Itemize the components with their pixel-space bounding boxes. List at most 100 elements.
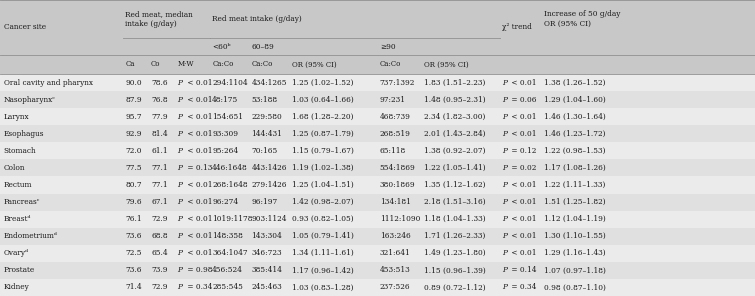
Text: 1.17 (1.08–1.26): 1.17 (1.08–1.26) [544,164,606,172]
Text: 79.6: 79.6 [125,198,142,206]
Text: 81.4: 81.4 [151,130,168,138]
Text: Nasopharynxᶜ: Nasopharynxᶜ [4,96,56,104]
Text: P: P [502,164,507,172]
Text: P: P [502,232,507,240]
Text: Larynx: Larynx [4,113,29,121]
Text: 1.25 (0.87–1.79): 1.25 (0.87–1.79) [292,130,354,138]
Bar [0,142,755,159]
Text: M·W: M·W [177,60,194,68]
Bar [0,228,755,245]
Text: 1.46 (1.23–1.72): 1.46 (1.23–1.72) [544,130,606,138]
Text: < 0.01: < 0.01 [185,78,212,86]
Text: Endometriumᵈ: Endometriumᵈ [4,232,57,240]
Text: 77.5: 77.5 [125,164,142,172]
Text: Stomach: Stomach [4,147,36,155]
Text: < 0.01: < 0.01 [185,249,212,257]
Text: Co: Co [151,60,161,68]
Text: 237:526: 237:526 [380,284,411,292]
Text: P: P [177,284,183,292]
Bar [0,0,755,74]
Text: 346:723: 346:723 [251,249,282,257]
Text: <60ᵇ: <60ᵇ [212,43,231,51]
Text: 71.4: 71.4 [125,284,142,292]
Text: 1.38 (1.26–1.52): 1.38 (1.26–1.52) [544,78,606,86]
Text: P: P [177,266,183,274]
Text: 245:463: 245:463 [251,284,282,292]
Bar [0,211,755,228]
Text: Oral cavity and pharynx: Oral cavity and pharynx [4,78,93,86]
Text: 95:264: 95:264 [212,147,239,155]
Text: 0.98 (0.87–1.10): 0.98 (0.87–1.10) [544,284,606,292]
Text: 87.9: 87.9 [125,96,142,104]
Text: 1.35 (1.12–1.62): 1.35 (1.12–1.62) [424,181,485,189]
Bar [0,279,755,296]
Text: 80.7: 80.7 [125,181,142,189]
Text: 1.19 (1.02–1.38): 1.19 (1.02–1.38) [292,164,354,172]
Text: P: P [502,198,507,206]
Text: 1.71 (1.26–2.33): 1.71 (1.26–2.33) [424,232,485,240]
Text: 73.6: 73.6 [125,232,142,240]
Text: OR (95% CI): OR (95% CI) [292,60,337,68]
Bar [0,91,755,108]
Text: 154:651: 154:651 [212,113,243,121]
Text: P: P [177,181,183,189]
Text: < 0.01: < 0.01 [185,232,212,240]
Text: 77.9: 77.9 [151,113,168,121]
Text: 1.22 (1.05–1.41): 1.22 (1.05–1.41) [424,164,485,172]
Text: P: P [177,147,183,155]
Text: 90.0: 90.0 [125,78,142,86]
Text: 554:1869: 554:1869 [380,164,415,172]
Text: 76.1: 76.1 [125,215,142,223]
Text: Colon: Colon [4,164,25,172]
Text: 73.9: 73.9 [151,266,168,274]
Text: 2.34 (1.82–3.00): 2.34 (1.82–3.00) [424,113,485,121]
Text: < 0.01: < 0.01 [185,147,212,155]
Text: Breastᵈ: Breastᵈ [4,215,31,223]
Text: P: P [502,78,507,86]
Bar [0,176,755,194]
Text: Ca:Co: Ca:Co [380,60,401,68]
Text: < 0.01: < 0.01 [509,198,537,206]
Text: P: P [502,249,507,257]
Text: P: P [177,164,183,172]
Text: = 0.98: = 0.98 [185,266,212,274]
Text: = 0.13: = 0.13 [185,164,212,172]
Text: 1.29 (1.04–1.60): 1.29 (1.04–1.60) [544,96,606,104]
Text: = 0.02: = 0.02 [509,164,537,172]
Text: 285:545: 285:545 [212,284,243,292]
Text: 446:1648: 446:1648 [212,164,248,172]
Text: 1.25 (1.02–1.52): 1.25 (1.02–1.52) [292,78,353,86]
Bar [0,159,755,176]
Text: < 0.01: < 0.01 [509,78,537,86]
Text: 1.03 (0.83–1.28): 1.03 (0.83–1.28) [292,284,353,292]
Text: 1.18 (1.04–1.33): 1.18 (1.04–1.33) [424,215,485,223]
Text: 1.25 (1.04–1.51): 1.25 (1.04–1.51) [292,181,354,189]
Text: P: P [502,96,507,104]
Text: = 0.06: = 0.06 [509,96,537,104]
Text: 92.9: 92.9 [125,130,142,138]
Text: P: P [177,96,183,104]
Text: 72.0: 72.0 [125,147,142,155]
Text: 903:1124: 903:1124 [251,215,287,223]
Text: 96:197: 96:197 [251,198,278,206]
Text: Ovaryᵈ: Ovaryᵈ [4,249,29,257]
Text: < 0.01: < 0.01 [185,215,212,223]
Text: 294:1104: 294:1104 [212,78,248,86]
Text: = 0.34: = 0.34 [509,284,537,292]
Text: 268:1648: 268:1648 [212,181,248,189]
Text: P: P [177,78,183,86]
Text: 2.01 (1.43–2.84): 2.01 (1.43–2.84) [424,130,485,138]
Text: 1.30 (1.10–1.55): 1.30 (1.10–1.55) [544,232,606,240]
Text: P: P [177,198,183,206]
Text: 1.48 (0.95–2.31): 1.48 (0.95–2.31) [424,96,485,104]
Text: 97:231: 97:231 [380,96,405,104]
Text: 72.9: 72.9 [151,284,168,292]
Text: < 0.01: < 0.01 [185,96,212,104]
Text: 443:1426: 443:1426 [251,164,287,172]
Text: = 0.14: = 0.14 [509,266,537,274]
Text: 95.7: 95.7 [125,113,142,121]
Text: 163:246: 163:246 [380,232,411,240]
Text: 1.29 (1.16–1.43): 1.29 (1.16–1.43) [544,249,606,257]
Text: 76.8: 76.8 [151,96,168,104]
Text: 0.89 (0.72–1.12): 0.89 (0.72–1.12) [424,284,485,292]
